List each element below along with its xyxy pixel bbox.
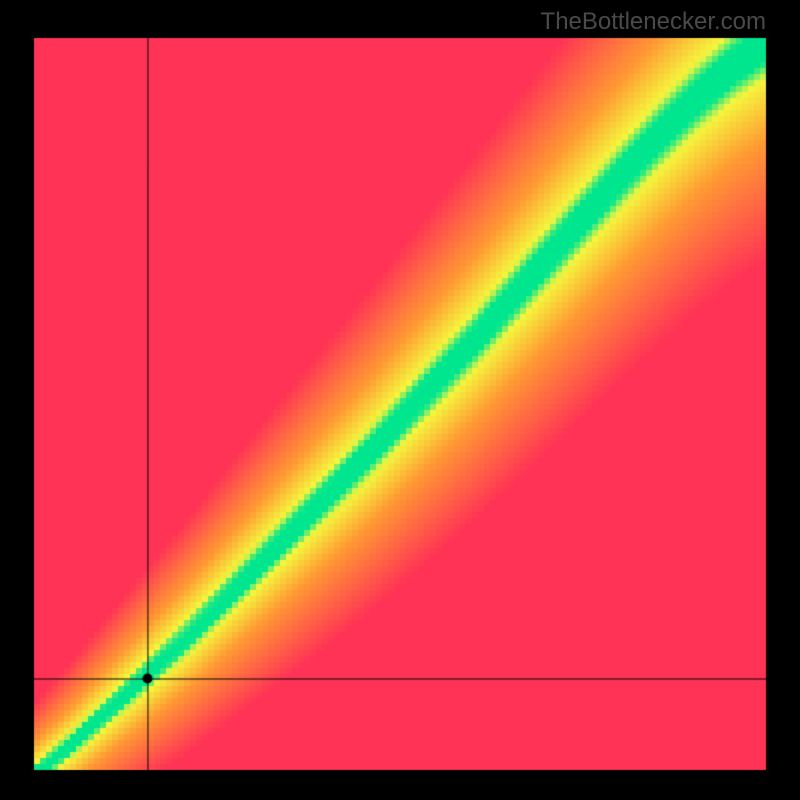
bottleneck-heatmap xyxy=(0,0,800,800)
watermark-text: TheBottlenecker.com xyxy=(541,8,766,36)
